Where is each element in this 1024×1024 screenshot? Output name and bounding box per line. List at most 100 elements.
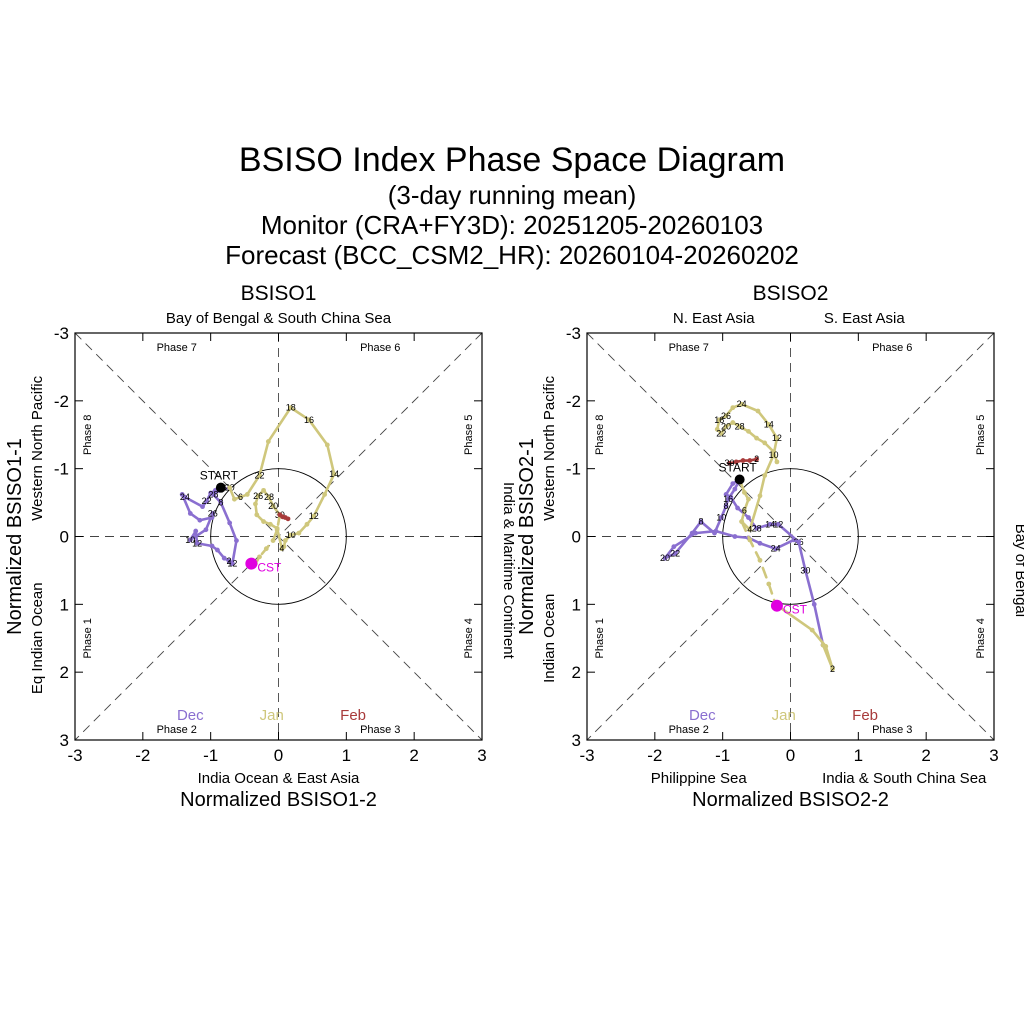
series-point <box>693 530 698 536</box>
day-label: 20 <box>721 422 731 432</box>
day-label: 26 <box>253 491 263 501</box>
series-point <box>304 521 310 527</box>
legend-feb: Feb <box>852 707 878 724</box>
series-point <box>322 492 328 497</box>
phase-label-4: Phase 4 <box>463 618 475 658</box>
series-point <box>254 512 260 518</box>
series-point <box>718 515 724 520</box>
series-point <box>226 558 232 564</box>
series-point <box>811 601 817 607</box>
series-point <box>257 473 262 478</box>
series-point <box>754 456 759 462</box>
series-point <box>257 554 262 560</box>
series-point <box>203 527 209 533</box>
series-point <box>194 540 200 546</box>
y-tick-label: 2 <box>60 663 69 682</box>
cst-label: CST <box>783 603 808 617</box>
day-label: 12 <box>227 559 237 569</box>
day-label: 6 <box>742 506 747 516</box>
day-label: 4 <box>279 544 284 554</box>
series-point <box>285 516 291 522</box>
panel-title: BSISO1 <box>241 282 317 305</box>
series-point <box>672 551 678 556</box>
region-label-left: Indian Ocean <box>541 594 558 683</box>
chart-title: BSISO Index Phase Space Diagram <box>238 141 786 179</box>
series-point <box>728 494 734 500</box>
series-point <box>209 543 215 549</box>
monitor-period: Monitor (CRA+FY3D): 20251205-20260103 <box>260 210 764 240</box>
legend-dec: Dec <box>689 707 716 724</box>
series-line-dec <box>797 540 825 647</box>
day-label: 10 <box>769 450 779 460</box>
day-label: 18 <box>286 403 296 413</box>
series-point <box>766 422 772 427</box>
series-point <box>274 527 280 533</box>
series-point <box>716 417 722 423</box>
day-label: 8 <box>218 498 223 508</box>
region-label-left: Western North Pacific <box>541 375 558 520</box>
day-label: 8 <box>698 517 703 527</box>
x-tick-label: 1 <box>854 746 863 765</box>
phase-label-8: Phase 8 <box>594 415 606 455</box>
day-label: 26 <box>208 508 218 518</box>
series-point <box>671 544 677 550</box>
series-point <box>244 492 250 497</box>
series-point <box>698 519 704 524</box>
series-point <box>767 521 773 527</box>
day-label: 20 <box>268 501 278 511</box>
day-label: 16 <box>723 494 733 504</box>
x-axis-label: Normalized BSISO1-2 <box>180 789 377 811</box>
region-label-bottom: India Ocean & East Asia <box>198 770 360 787</box>
series-point <box>746 496 751 502</box>
series-point <box>733 459 739 465</box>
day-label: 22 <box>254 470 264 480</box>
x-tick-label: 2 <box>921 746 930 765</box>
series-point <box>209 515 215 520</box>
series-point <box>227 485 233 491</box>
day-label: 2 <box>830 664 835 674</box>
series-point <box>261 487 266 493</box>
day-label: 10 <box>286 530 296 540</box>
x-tick-label: -1 <box>715 746 730 765</box>
start-marker <box>734 474 745 485</box>
x-tick-label: -3 <box>579 746 594 765</box>
y-tick-label: 1 <box>572 595 581 614</box>
region-label-left: Eq Indian Ocean <box>29 582 46 694</box>
day-label: 24 <box>771 544 781 554</box>
y-tick-label: -3 <box>54 324 69 343</box>
unit-circle <box>722 468 859 605</box>
start-label: START <box>200 469 239 483</box>
series-point <box>755 408 761 414</box>
x-tick-label: -2 <box>647 746 662 765</box>
chart-titles: BSISO Index Phase Space Diagram (3-day r… <box>0 140 1024 270</box>
y-axis-label: Normalized BSISO1-1 <box>4 438 26 635</box>
series-point <box>762 440 768 446</box>
day-label: 2 <box>754 454 759 464</box>
day-label: 28 <box>735 422 745 432</box>
series-line-dec <box>180 486 238 565</box>
cst-marker <box>245 557 258 570</box>
series-point <box>324 442 330 448</box>
series-point <box>218 500 224 505</box>
day-label: 14 <box>764 420 774 430</box>
x-tick-label: -3 <box>67 746 82 765</box>
day-label: 14 <box>329 469 339 479</box>
x-tick-label: 0 <box>274 746 283 765</box>
day-label: 24 <box>737 399 747 409</box>
start-marker <box>215 482 226 493</box>
region-label-top: S. East Asia <box>824 310 906 327</box>
phase-label-1: Phase 1 <box>594 618 606 658</box>
series-point <box>766 581 772 587</box>
y-tick-label: 2 <box>572 663 581 682</box>
series-point <box>266 494 272 500</box>
series-point <box>739 519 745 524</box>
series-point <box>757 493 763 499</box>
series-point <box>263 546 269 552</box>
series-point <box>689 530 695 536</box>
series-point <box>732 534 738 539</box>
day-label: 4 <box>747 525 752 535</box>
day-label: 24 <box>180 492 190 502</box>
region-label-top: N. East Asia <box>673 310 755 327</box>
